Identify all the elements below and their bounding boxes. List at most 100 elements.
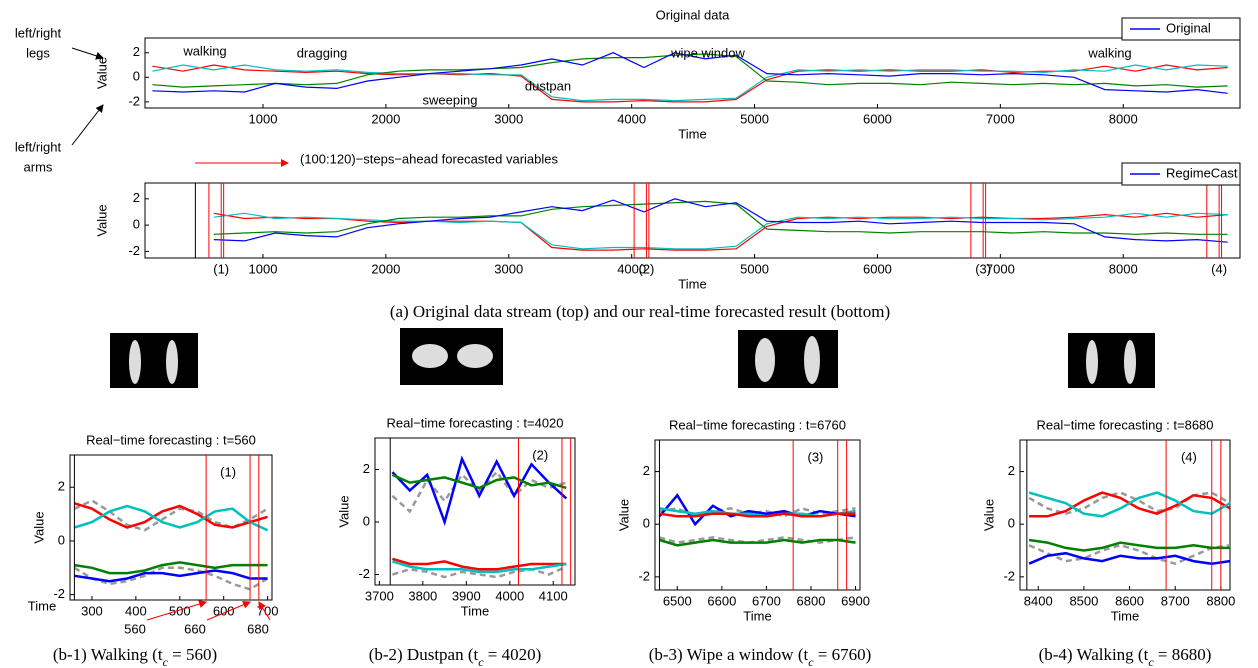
x-axis-label: Time xyxy=(743,608,771,623)
y-tick-label: -2 xyxy=(53,586,65,601)
side-label: left/right xyxy=(15,25,62,40)
legs-arrow xyxy=(71,47,104,60)
y-tick-label: 0 xyxy=(58,532,65,547)
x-tick-label: 7000 xyxy=(986,261,1015,276)
series-line xyxy=(1028,538,1230,552)
y-tick-label: 2 xyxy=(643,463,650,478)
y-axis-label: Value xyxy=(981,499,996,531)
x-tick-label: 8700 xyxy=(1161,593,1190,608)
caption-subscript: c xyxy=(808,655,814,668)
series-line xyxy=(659,538,856,547)
series-line xyxy=(213,212,1228,250)
series-line xyxy=(213,212,1228,251)
caption-subscript: c xyxy=(163,655,169,668)
x-tick-label: 1000 xyxy=(249,111,278,126)
annotation: 660 xyxy=(184,621,206,636)
x-tick-label: 6700 xyxy=(752,593,781,608)
x-tick-label: 4000 xyxy=(617,261,646,276)
caption-text: = 8680) xyxy=(1154,645,1212,664)
marker-label: (3) xyxy=(975,261,991,276)
y-tick-label: 2 xyxy=(1008,463,1015,478)
x-axis-label: Time xyxy=(28,598,56,613)
x-tick-label: 6000 xyxy=(863,111,892,126)
y-tick-label: 0 xyxy=(363,513,370,528)
caption-text: (b-2) Dustpan (t xyxy=(369,645,479,664)
caption: (b-2) Dustpan (tc = 4020) xyxy=(369,645,542,668)
annotation: dragging xyxy=(297,45,348,60)
annotation-arrow xyxy=(146,600,208,621)
caption-subscript: c xyxy=(1148,655,1154,668)
annotation: 560 xyxy=(124,621,146,636)
series-line xyxy=(74,502,268,529)
x-tick-label: 400 xyxy=(125,603,147,618)
x-tick-label: 6800 xyxy=(797,593,826,608)
marker-label: (4) xyxy=(1211,261,1227,276)
x-tick-label: 600 xyxy=(213,603,235,618)
annotation: 680 xyxy=(247,621,269,636)
x-tick-label: 8000 xyxy=(1109,111,1138,126)
x-axis-label: Time xyxy=(678,126,706,141)
x-tick-label: 500 xyxy=(169,603,191,618)
side-label: left/right xyxy=(15,139,62,154)
chart-title: Real−time forecasting : t=4020 xyxy=(386,415,563,430)
annotation-arrow xyxy=(206,601,251,621)
marker-label: (2) xyxy=(638,261,654,276)
x-tick-label: 300 xyxy=(81,603,103,618)
series-line xyxy=(658,493,856,527)
x-tick-label: 4000 xyxy=(495,588,524,603)
x-tick-label: 3700 xyxy=(365,588,394,603)
y-tick-label: 2 xyxy=(363,461,370,476)
caption-text: (b-4) Walking (t xyxy=(1039,645,1149,664)
caption-a: (a) Original data stream (top) and our r… xyxy=(390,302,890,321)
marker-label: (2) xyxy=(532,447,548,462)
side-label: legs xyxy=(26,45,50,60)
series-line xyxy=(152,53,1228,88)
plot-frame xyxy=(144,182,1241,259)
chart-title: Original data xyxy=(656,7,730,22)
x-tick-label: 8500 xyxy=(1069,593,1098,608)
x-tick-label: 6900 xyxy=(841,593,870,608)
x-tick-label: 3800 xyxy=(408,588,437,603)
x-tick-label: 8800 xyxy=(1206,593,1235,608)
y-tick-label: -2 xyxy=(358,566,370,581)
x-tick-label: 2000 xyxy=(371,111,400,126)
series-line xyxy=(213,198,1228,243)
series-line xyxy=(659,512,856,518)
chart-title: Real−time forecasting : t=8680 xyxy=(1036,417,1213,432)
x-axis-label: Time xyxy=(678,276,706,291)
y-tick-label: -2 xyxy=(1003,568,1015,583)
y-axis-label: Value xyxy=(94,204,109,236)
plot-frame xyxy=(144,37,1241,109)
marker-label: (3) xyxy=(807,449,823,464)
caption-text: = 4020) xyxy=(484,645,542,664)
plot-frame xyxy=(1019,439,1231,591)
series-line xyxy=(74,569,268,583)
legend-label: RegimeCast xyxy=(1166,165,1238,180)
x-tick-label: 8600 xyxy=(1115,593,1144,608)
y-tick-label: -2 xyxy=(638,568,650,583)
y-tick-label: -2 xyxy=(128,243,140,258)
marker-label: (1) xyxy=(220,464,236,479)
marker-label: (1) xyxy=(213,261,229,276)
pose-images xyxy=(110,328,1155,388)
x-tick-label: 4000 xyxy=(617,111,646,126)
caption: (b-4) Walking (tc = 8680) xyxy=(1039,645,1212,668)
forecast-line xyxy=(73,566,269,591)
caption: (b-1) Walking (tc = 560) xyxy=(53,645,217,668)
series-line xyxy=(74,504,269,532)
series-line xyxy=(152,64,1228,103)
annotation: dustpan xyxy=(525,78,571,93)
plot-frame xyxy=(69,454,273,601)
chart-title: Real−time forecasting : t=560 xyxy=(86,432,256,447)
annotation: wipe window xyxy=(670,45,745,60)
caption-text: (b-1) Walking (t xyxy=(53,645,163,664)
legend-box xyxy=(1121,162,1241,186)
x-tick-label: 7000 xyxy=(986,111,1015,126)
y-tick-label: 0 xyxy=(643,516,650,531)
caption-text: = 6760) xyxy=(814,645,872,664)
y-tick-label: 2 xyxy=(133,190,140,205)
marker-label: (4) xyxy=(1181,449,1197,464)
annotation: sweeping xyxy=(423,92,478,107)
caption: (b-3) Wipe a window (tc = 6760) xyxy=(649,645,872,668)
